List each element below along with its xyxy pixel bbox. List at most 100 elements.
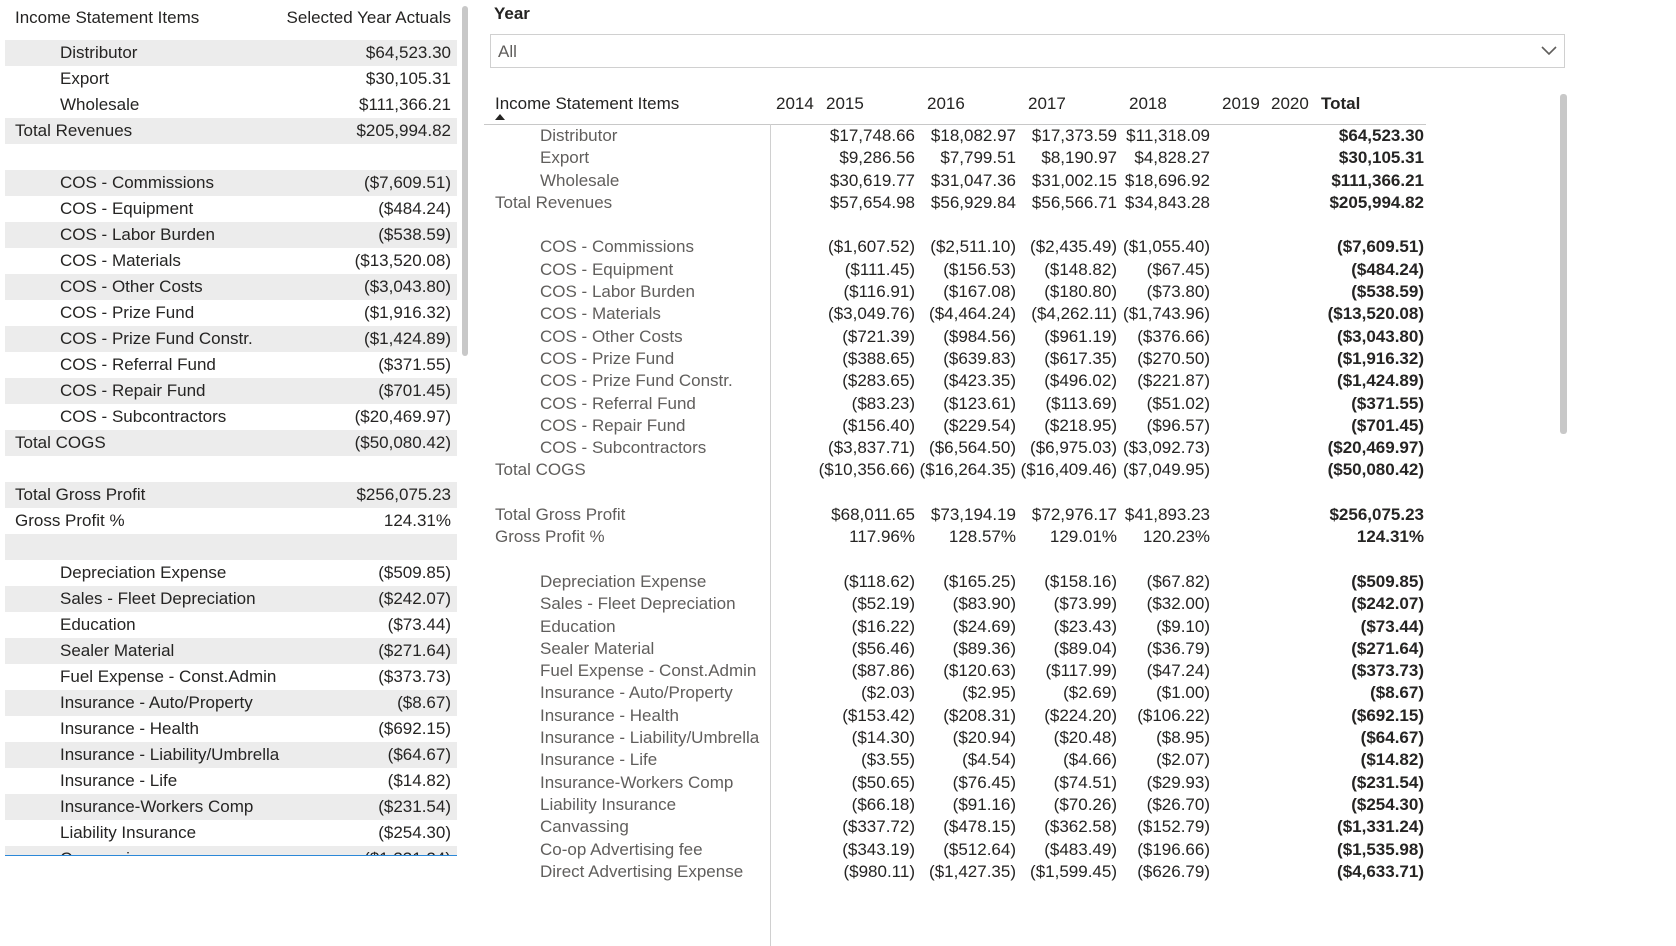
table-row[interactable]: COS - Commissions ($7,609.51) [5, 170, 457, 196]
row-label: COS - Other Costs [60, 277, 203, 296]
column-header-selected-year-actuals[interactable]: Selected Year Actuals [286, 8, 451, 27]
row-value: ($271.64) [378, 641, 451, 660]
matrix-row[interactable]: COS - Materials ($3,049.76) ($4,464.24) ($4… [484, 303, 1426, 325]
matrix-row[interactable]: COS - Other Costs ($721.39) ($984.56) ($961… [484, 326, 1426, 348]
matrix-header-2020[interactable]: 2020 [1271, 94, 1309, 113]
matrix-row[interactable] [484, 214, 1426, 236]
matrix-row[interactable]: Gross Profit % 117.96% 128.57% 129.01% 120.2… [484, 526, 1426, 548]
matrix-row[interactable]: Depreciation Expense ($118.62) ($165.25) ($… [484, 571, 1426, 593]
table-row[interactable]: COS - Prize Fund Constr. ($1,424.89) [5, 326, 457, 352]
matrix-row[interactable]: Total COGS ($10,356.66) ($16,264.35) ($16,4… [484, 459, 1426, 481]
table-row[interactable]: Sealer Material ($271.64) [5, 638, 457, 664]
matrix-row[interactable]: Sealer Material ($56.46) ($89.36) ($89.04) (… [484, 638, 1426, 660]
row-value: ($692.15) [378, 719, 451, 738]
cell-2017: ($1,599.45) [1030, 861, 1117, 881]
matrix-header-2016[interactable]: 2016 [927, 94, 965, 113]
table-row[interactable]: Total Gross Profit $256,075.23 [5, 482, 457, 508]
table-row[interactable] [5, 456, 457, 482]
table-row[interactable]: COS - Other Costs ($3,043.80) [5, 274, 457, 300]
matrix-row[interactable]: Liability Insurance ($66.18) ($91.16) ($70.… [484, 794, 1426, 816]
row-label: Gross Profit % [15, 511, 125, 530]
left-table-scrollbar[interactable] [462, 6, 468, 356]
table-row[interactable]: COS - Materials ($13,520.08) [5, 248, 457, 274]
sort-ascending-icon[interactable] [495, 114, 505, 120]
matrix-row[interactable]: COS - Subcontractors ($3,837.71) ($6,564.5… [484, 437, 1426, 459]
table-row[interactable] [5, 534, 457, 560]
matrix-row[interactable] [484, 482, 1426, 504]
matrix-row[interactable]: COS - Commissions ($1,607.52) ($2,511.10) (… [484, 236, 1426, 258]
matrix-row[interactable]: COS - Referral Fund ($83.23) ($123.61) ($11… [484, 393, 1426, 415]
matrix-row[interactable]: Export $9,286.56 $7,799.51 $8,190.97 $4,828.… [484, 147, 1426, 169]
table-row[interactable]: Depreciation Expense ($509.85) [5, 560, 457, 586]
matrix-header-total[interactable]: Total [1321, 94, 1361, 113]
matrix-header-2015[interactable]: 2015 [826, 94, 864, 113]
matrix-header-2018[interactable]: 2018 [1129, 94, 1167, 113]
matrix-row[interactable]: Sales - Fleet Depreciation ($52.19) ($83.9… [484, 593, 1426, 615]
matrix-header-2017[interactable]: 2017 [1028, 94, 1066, 113]
matrix-row[interactable]: Fuel Expense - Const.Admin ($87.86) ($120.… [484, 660, 1426, 682]
table-row[interactable]: Education ($73.44) [5, 612, 457, 638]
table-row[interactable]: Insurance - Health ($692.15) [5, 716, 457, 742]
row-value: 124.31% [383, 511, 451, 530]
matrix-header-2019[interactable]: 2019 [1222, 94, 1260, 113]
matrix-header-2014[interactable]: 2014 [776, 94, 814, 113]
matrix-row[interactable]: COS - Equipment ($111.45) ($156.53) ($148.8… [484, 259, 1426, 281]
table-row[interactable]: Fuel Expense - Const.Admin ($373.73) [5, 664, 457, 690]
table-row[interactable]: Canvassing ($1,331.24) [5, 846, 457, 855]
table-row[interactable]: Gross Profit % 124.31% [5, 508, 457, 534]
matrix-row[interactable]: COS - Repair Fund ($156.40) ($229.54) ($218… [484, 415, 1426, 437]
table-row[interactable]: Insurance - Auto/Property ($8.67) [5, 690, 457, 716]
matrix-row[interactable]: COS - Prize Fund Constr. ($283.65) ($423.3… [484, 370, 1426, 392]
cell-2015: ($118.62) [843, 571, 915, 591]
chevron-down-icon[interactable] [1538, 39, 1560, 61]
matrix-row[interactable]: Direct Advertising Expense ($980.11) ($1,4… [484, 861, 1426, 883]
matrix-row[interactable]: Insurance-Workers Comp ($50.65) ($76.45) ($… [484, 772, 1426, 794]
cell-2018: ($221.87) [1137, 371, 1210, 391]
table-row[interactable]: Total COGS ($50,080.42) [5, 430, 457, 456]
cell-2018: ($8.95) [1156, 728, 1210, 748]
row-label: Sealer Material [60, 641, 175, 660]
cell-2016: ($20.94) [952, 728, 1016, 748]
matrix-row[interactable]: Wholesale $30,619.77 $31,047.36 $31,002.15 $… [484, 170, 1426, 192]
year-slicer-dropdown[interactable]: All [490, 34, 1565, 68]
matrix-row[interactable]: Total Revenues $57,654.98 $56,929.84 $56,56… [484, 192, 1426, 214]
table-row[interactable]: Insurance - Life ($14.82) [5, 768, 457, 794]
table-row[interactable]: Distributor $64,523.30 [5, 40, 457, 66]
matrix-row[interactable]: Co-op Advertising fee ($343.19) ($512.64) (… [484, 839, 1426, 861]
table-row[interactable]: COS - Labor Burden ($538.59) [5, 222, 457, 248]
matrix-row[interactable]: COS - Prize Fund ($388.65) ($639.83) ($617.… [484, 348, 1426, 370]
column-header-items[interactable]: Income Statement Items [15, 8, 200, 27]
matrix-scrollbar[interactable] [1560, 94, 1567, 434]
cell-total: ($371.55) [1351, 393, 1424, 413]
table-row[interactable] [5, 144, 457, 170]
matrix-row[interactable]: COS - Labor Burden ($116.91) ($167.08) ($18… [484, 281, 1426, 303]
table-row[interactable]: COS - Referral Fund ($371.55) [5, 352, 457, 378]
table-row[interactable]: COS - Repair Fund ($701.45) [5, 378, 457, 404]
table-row[interactable]: COS - Equipment ($484.24) [5, 196, 457, 222]
matrix-row[interactable] [484, 549, 1426, 571]
matrix-row[interactable]: Canvassing ($337.72) ($478.15) ($362.58) ($1… [484, 816, 1426, 838]
table-row[interactable]: Liability Insurance ($254.30) [5, 820, 457, 846]
table-row[interactable]: Insurance - Liability/Umbrella ($64.67) [5, 742, 457, 768]
table-row[interactable]: COS - Subcontractors ($20,469.97) [5, 404, 457, 430]
matrix-row[interactable]: Insurance - Auto/Property ($2.03) ($2.95) (… [484, 682, 1426, 704]
table-row[interactable]: Wholesale $111,366.21 [5, 92, 457, 118]
matrix-row[interactable]: Distributor $17,748.66 $18,082.97 $17,373.5… [484, 125, 1426, 147]
table-row[interactable]: Sales - Fleet Depreciation ($242.07) [5, 586, 457, 612]
table-row[interactable]: COS - Prize Fund ($1,916.32) [5, 300, 457, 326]
table-row[interactable]: Insurance-Workers Comp ($231.54) [5, 794, 457, 820]
cell-2017: ($2,435.49) [1030, 237, 1117, 257]
row-label: Total COGS [15, 433, 106, 452]
matrix-row[interactable]: Insurance - Health ($153.42) ($208.31) ($22… [484, 705, 1426, 727]
table-row[interactable]: Export $30,105.31 [5, 66, 457, 92]
cell-2015: ($111.45) [844, 259, 915, 279]
table-row[interactable]: Total Revenues $205,994.82 [5, 118, 457, 144]
matrix-row[interactable]: Total Gross Profit $68,011.65 $73,194.19 $7… [484, 504, 1426, 526]
matrix-row[interactable]: Insurance - Life ($3.55) ($4.54) ($4.66) ($2… [484, 749, 1426, 771]
cell-total: ($509.85) [1351, 571, 1424, 591]
matrix-header-items[interactable]: Income Statement Items [495, 94, 680, 113]
cell-2015: ($2.03) [861, 683, 915, 703]
matrix-row[interactable]: Education ($16.22) ($24.69) ($23.43) ($9.10)… [484, 616, 1426, 638]
matrix-row[interactable]: Insurance - Liability/Umbrella ($14.30) ($… [484, 727, 1426, 749]
row-label: Total Revenues [15, 121, 133, 140]
